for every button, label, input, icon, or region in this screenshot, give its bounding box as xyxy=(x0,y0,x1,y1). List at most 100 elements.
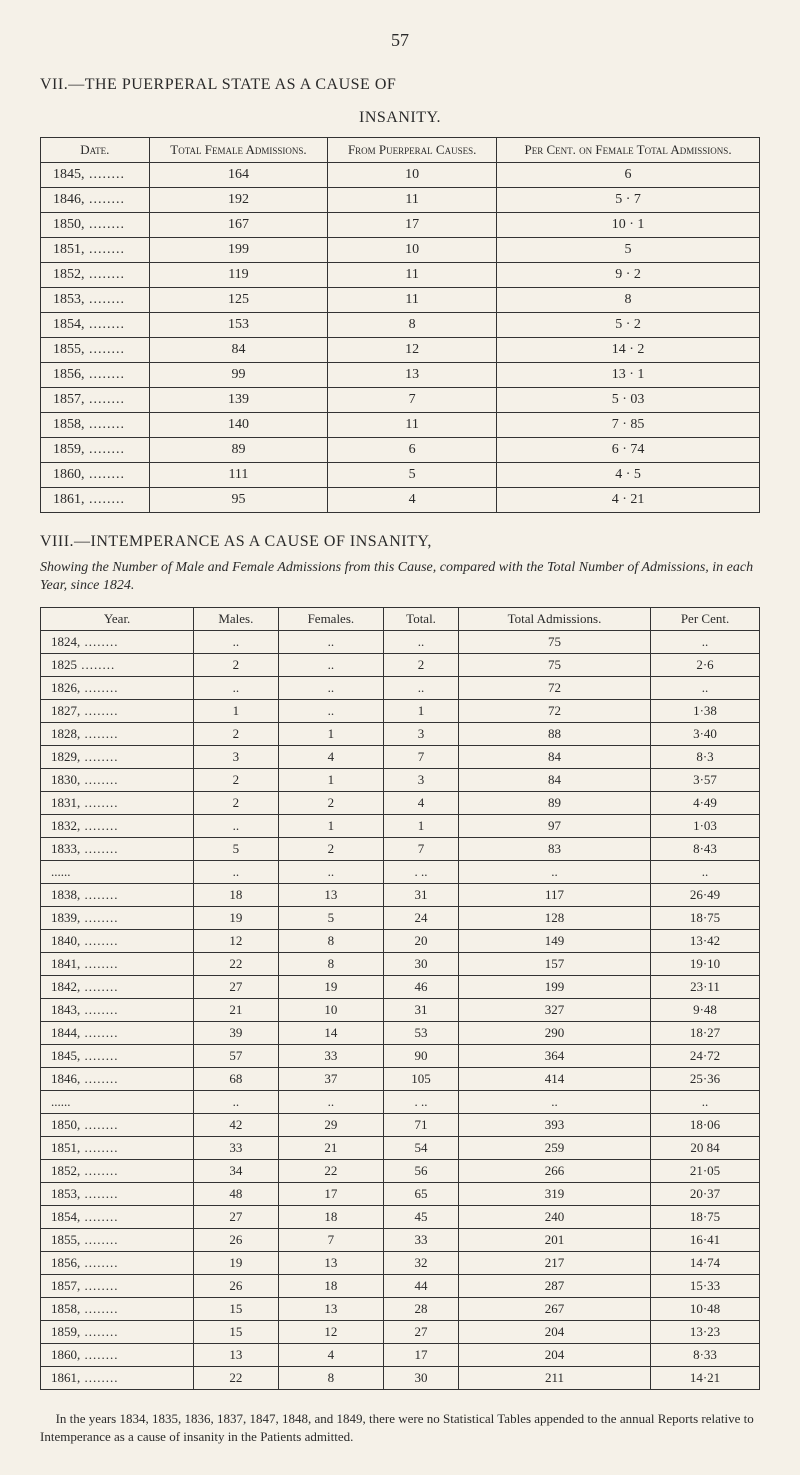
cell-total-admissions: 204 xyxy=(458,1344,650,1367)
cell-males: 39 xyxy=(194,1022,278,1045)
cell-total: 7 xyxy=(384,838,459,861)
cell-year: 1857, xyxy=(41,1275,194,1298)
table-row: 1832,..11971·03 xyxy=(41,815,760,838)
cell-ellipsis: .. xyxy=(458,1091,650,1114)
cell-year: 1856, xyxy=(41,1252,194,1275)
table-intemperance: Year. Males. Females. Total. Total Admis… xyxy=(40,607,760,1390)
cell-total-female: 153 xyxy=(149,313,327,338)
cell-ellipsis: .. xyxy=(651,1091,760,1114)
page-number: 57 xyxy=(40,30,760,51)
cell-total-admissions: 414 xyxy=(458,1068,650,1091)
cell-total-female: 140 xyxy=(149,413,327,438)
cell-total-admissions: 364 xyxy=(458,1045,650,1068)
cell-total-admissions: 204 xyxy=(458,1321,650,1344)
cell-males: 42 xyxy=(194,1114,278,1137)
table-row: 1861,2283021114·21 xyxy=(41,1367,760,1390)
table-row: 1854,15385 · 2 xyxy=(41,313,760,338)
cell-per-cent: 10 · 1 xyxy=(497,213,760,238)
cell-females: 1 xyxy=(278,723,384,746)
cell-total: 32 xyxy=(384,1252,459,1275)
table-row: 1845,164106 xyxy=(41,163,760,188)
cell-from-puerperal: 6 xyxy=(328,438,497,463)
cell-total-female: 199 xyxy=(149,238,327,263)
cell-total: 105 xyxy=(384,1068,459,1091)
table-row: 1858,15132826710·48 xyxy=(41,1298,760,1321)
cell-ellipsis: .. xyxy=(278,1091,384,1114)
header-year: Year. xyxy=(41,608,194,631)
cell-year: 1843, xyxy=(41,999,194,1022)
cell-females: .. xyxy=(278,654,384,677)
cell-males: 12 xyxy=(194,930,278,953)
table-row: 1851,33215425920 84 xyxy=(41,1137,760,1160)
cell-per-cent: 6 · 74 xyxy=(497,438,760,463)
cell-total: 1 xyxy=(384,815,459,838)
cell-year: 1860, xyxy=(41,1344,194,1367)
cell-females: 19 xyxy=(278,976,384,999)
cell-total-admissions: 287 xyxy=(458,1275,650,1298)
cell-females: 4 xyxy=(278,746,384,769)
cell-total-admissions: 75 xyxy=(458,654,650,677)
table-row: 1858,140117 · 85 xyxy=(41,413,760,438)
cell-males: 22 xyxy=(194,1367,278,1390)
cell-total: 17 xyxy=(384,1344,459,1367)
cell-total-female: 139 xyxy=(149,388,327,413)
cell-females: .. xyxy=(278,677,384,700)
table-row: 1842,27194619923·11 xyxy=(41,976,760,999)
cell-date: 1851, xyxy=(41,238,150,263)
cell-year: 1861, xyxy=(41,1367,194,1390)
table-row: 1853,48176531920·37 xyxy=(41,1183,760,1206)
cell-year: 1840, xyxy=(41,930,194,953)
section7-title-line2: INSANITY. xyxy=(40,109,760,127)
cell-per-cent: 26·49 xyxy=(651,884,760,907)
cell-year: 1854, xyxy=(41,1206,194,1229)
cell-total-admissions: 393 xyxy=(458,1114,650,1137)
cell-total-admissions: 319 xyxy=(458,1183,650,1206)
cell-per-cent: 8·33 xyxy=(651,1344,760,1367)
cell-from-puerperal: 12 xyxy=(328,338,497,363)
cell-year: 1833, xyxy=(41,838,194,861)
cell-date: 1859, xyxy=(41,438,150,463)
table-row: 1843,2110313279·48 xyxy=(41,999,760,1022)
cell-ellipsis: . .. xyxy=(384,1091,459,1114)
cell-per-cent: 8·3 xyxy=(651,746,760,769)
table-row: ........... ...... xyxy=(41,861,760,884)
cell-females: 7 xyxy=(278,1229,384,1252)
cell-per-cent: 24·72 xyxy=(651,1045,760,1068)
cell-ellipsis: .. xyxy=(194,1091,278,1114)
cell-males: 27 xyxy=(194,976,278,999)
cell-males: 34 xyxy=(194,1160,278,1183)
cell-year: 1841, xyxy=(41,953,194,976)
table-row: 1845,57339036424·72 xyxy=(41,1045,760,1068)
cell-total: 45 xyxy=(384,1206,459,1229)
cell-total-female: 95 xyxy=(149,488,327,513)
cell-per-cent: 4 · 21 xyxy=(497,488,760,513)
cell-per-cent: 3·40 xyxy=(651,723,760,746)
cell-per-cent: 18·27 xyxy=(651,1022,760,1045)
cell-males: .. xyxy=(194,631,278,654)
cell-females: 12 xyxy=(278,1321,384,1344)
cell-per-cent: 14 · 2 xyxy=(497,338,760,363)
cell-per-cent: 6 xyxy=(497,163,760,188)
table-row: 1855,2673320116·41 xyxy=(41,1229,760,1252)
cell-date: 1845, xyxy=(41,163,150,188)
cell-per-cent: 25·36 xyxy=(651,1068,760,1091)
cell-total: 28 xyxy=(384,1298,459,1321)
cell-total: 54 xyxy=(384,1137,459,1160)
cell-females: 17 xyxy=(278,1183,384,1206)
table-row: 1846,683710541425·36 xyxy=(41,1068,760,1091)
cell-total-admissions: 72 xyxy=(458,700,650,723)
cell-total: 46 xyxy=(384,976,459,999)
table-row: 1852,34225626621·05 xyxy=(41,1160,760,1183)
cell-females: 4 xyxy=(278,1344,384,1367)
cell-date: 1853, xyxy=(41,288,150,313)
cell-females: 2 xyxy=(278,792,384,815)
cell-males: .. xyxy=(194,815,278,838)
header-females: Females. xyxy=(278,608,384,631)
table-row: 1855,841214 · 2 xyxy=(41,338,760,363)
cell-per-cent: 18·75 xyxy=(651,907,760,930)
cell-total-admissions: 240 xyxy=(458,1206,650,1229)
cell-from-puerperal: 10 xyxy=(328,163,497,188)
table-row: 1857,13975 · 03 xyxy=(41,388,760,413)
cell-total-female: 84 xyxy=(149,338,327,363)
table-row: 1833,527838·43 xyxy=(41,838,760,861)
